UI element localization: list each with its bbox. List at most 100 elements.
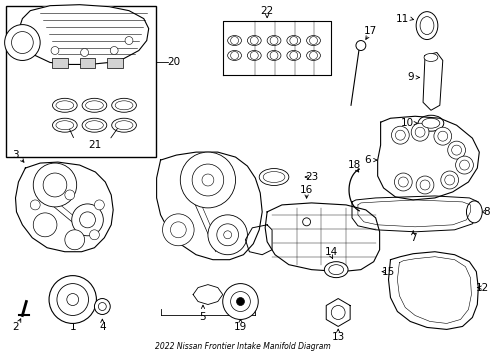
Ellipse shape [466,201,482,223]
Ellipse shape [86,101,103,110]
Polygon shape [16,162,113,252]
Ellipse shape [416,12,438,40]
Bar [107,58,123,68]
Circle shape [81,49,89,57]
Polygon shape [352,196,478,232]
Circle shape [415,127,425,137]
Ellipse shape [115,121,133,130]
Circle shape [171,222,186,238]
Circle shape [250,51,258,59]
Circle shape [180,152,236,208]
Circle shape [30,200,40,210]
Ellipse shape [82,118,107,132]
Circle shape [163,214,194,246]
Circle shape [4,24,40,60]
Text: 9: 9 [407,72,414,82]
Text: 16: 16 [300,185,313,195]
Circle shape [441,171,459,189]
Text: 20: 20 [167,58,180,67]
Ellipse shape [307,36,320,45]
Text: 21: 21 [88,140,101,150]
Text: 8: 8 [483,207,490,217]
Circle shape [270,37,278,45]
Ellipse shape [324,262,348,278]
Ellipse shape [56,101,74,110]
Text: 19: 19 [234,323,247,332]
Polygon shape [223,21,331,75]
Text: 18: 18 [347,160,361,170]
Ellipse shape [86,121,103,130]
Ellipse shape [115,101,133,110]
Text: 6: 6 [365,155,371,165]
Ellipse shape [112,98,136,112]
Circle shape [49,276,97,323]
Circle shape [202,174,214,186]
Ellipse shape [52,98,77,112]
Polygon shape [193,285,223,305]
Text: 2022 Nissan Frontier Intake Manifold Diagram: 2022 Nissan Frontier Intake Manifold Dia… [154,342,330,351]
Circle shape [250,37,258,45]
Circle shape [310,37,318,45]
Ellipse shape [420,17,434,35]
Ellipse shape [263,171,285,183]
Ellipse shape [287,36,301,45]
Circle shape [90,230,99,240]
Circle shape [65,230,85,250]
Ellipse shape [267,36,281,45]
Ellipse shape [228,36,242,45]
Ellipse shape [424,54,438,62]
Circle shape [208,215,247,255]
Text: 12: 12 [476,283,489,293]
Bar [5,6,156,157]
Text: 11: 11 [396,14,409,24]
Ellipse shape [112,118,136,132]
Circle shape [416,176,434,194]
Circle shape [43,173,67,197]
Circle shape [434,127,452,145]
Polygon shape [265,203,380,272]
Circle shape [65,190,74,200]
Circle shape [411,123,429,141]
Circle shape [392,126,409,144]
Text: 4: 4 [99,323,106,332]
Ellipse shape [247,50,261,60]
Text: 1: 1 [70,323,76,332]
Circle shape [290,51,298,59]
Circle shape [57,284,89,315]
Circle shape [460,160,469,170]
Polygon shape [157,152,262,260]
Polygon shape [19,5,149,64]
Text: 5: 5 [200,312,206,323]
Ellipse shape [287,50,301,60]
Circle shape [192,164,224,196]
Ellipse shape [82,98,107,112]
Ellipse shape [259,168,289,185]
Circle shape [231,51,239,59]
Ellipse shape [267,50,281,60]
Circle shape [51,46,59,54]
Circle shape [438,131,448,141]
Bar [52,58,68,68]
Polygon shape [378,116,479,200]
Circle shape [398,177,408,187]
Polygon shape [245,225,272,255]
Ellipse shape [56,121,74,130]
Circle shape [95,298,110,315]
Circle shape [237,298,245,306]
Circle shape [303,218,311,226]
Text: 10: 10 [401,118,414,128]
Circle shape [394,173,412,191]
Circle shape [356,41,366,50]
Circle shape [290,37,298,45]
Ellipse shape [418,115,444,131]
Text: 15: 15 [382,267,395,276]
Circle shape [33,213,57,237]
Circle shape [67,293,79,306]
Circle shape [224,231,232,239]
Circle shape [231,37,239,45]
Ellipse shape [247,36,261,45]
Text: 23: 23 [305,172,318,182]
Ellipse shape [422,118,440,128]
Text: 17: 17 [364,26,377,36]
Circle shape [95,200,104,210]
